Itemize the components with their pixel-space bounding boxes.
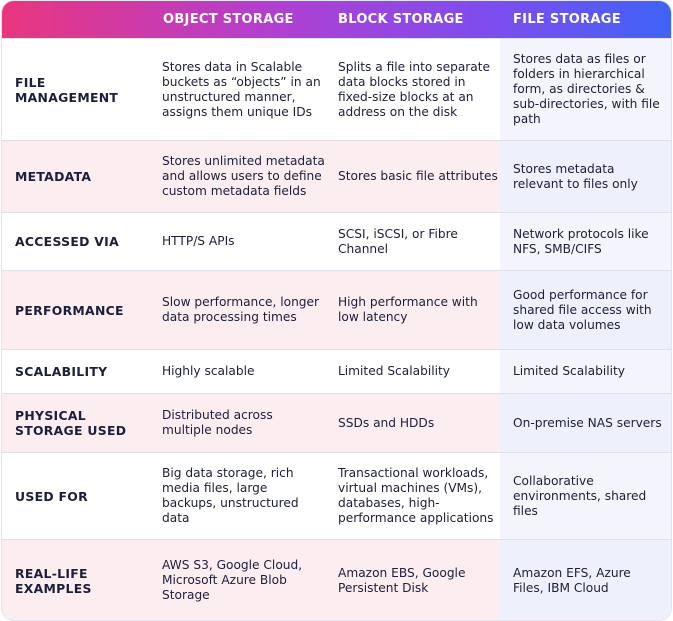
header-block-storage: BLOCK STORAGE xyxy=(338,12,464,27)
table-row: REAL-LIFE EXAMPLES AWS S3, Google Cloud,… xyxy=(2,539,671,620)
file-storage-cell: Stores metadata relevant to files only xyxy=(500,141,671,212)
block-storage-cell: Limited Scalability xyxy=(338,364,450,378)
row-label: ACCESSED VIA xyxy=(15,234,119,249)
file-storage-cell: Network protocols like NFS, SMB/CIFS xyxy=(500,213,671,270)
object-storage-cell: HTTP/S APIs xyxy=(162,234,235,248)
header-object-storage: OBJECT STORAGE xyxy=(163,12,294,27)
table-row: METADATA Stores unlimited metadata and a… xyxy=(2,140,671,212)
object-storage-cell: Stores unlimited metadata and allows use… xyxy=(149,141,325,212)
table-row: SCALABILITY Highly scalable Limited Scal… xyxy=(2,349,671,393)
file-storage-cell: Stores data as files or folders in hiera… xyxy=(500,39,671,140)
object-storage-cell: Stores data in Scalable buckets as “obje… xyxy=(162,59,321,119)
row-label: FILE MANAGEMENT xyxy=(15,74,119,105)
row-label: PHYSICAL STORAGE USED xyxy=(2,394,149,452)
row-label: METADATA xyxy=(2,141,149,212)
header-file-storage: FILE STORAGE xyxy=(513,12,621,27)
block-storage-cell: SSDs and HDDs xyxy=(325,394,500,452)
block-storage-cell: SCSI, iSCSI, or Fibre Channel xyxy=(338,226,458,256)
table-row: ACCESSED VIA HTTP/S APIs SCSI, iSCSI, or… xyxy=(2,212,671,270)
block-storage-cell: High performance with low latency xyxy=(325,271,500,349)
file-storage-cell: Amazon EFS, Azure Files, IBM Cloud xyxy=(500,540,671,620)
file-storage-cell: Collaborative environments, shared files xyxy=(500,453,671,539)
row-label: PERFORMANCE xyxy=(2,271,149,349)
file-storage-cell: On-premise NAS servers xyxy=(500,394,671,452)
block-storage-cell: Amazon EBS, Google Persistent Disk xyxy=(325,540,500,620)
row-label: SCALABILITY xyxy=(15,364,108,379)
table-row: PHYSICAL STORAGE USED Distributed across… xyxy=(2,393,671,452)
block-storage-cell: Stores basic file attributes xyxy=(325,141,500,212)
block-storage-cell: Splits a file into separate data blocks … xyxy=(338,59,491,119)
object-storage-cell: Slow performance, longer data processing… xyxy=(149,271,325,349)
object-storage-cell: Distributed across multiple nodes xyxy=(149,394,325,452)
table-row: FILE MANAGEMENT Stores data in Scalable … xyxy=(2,38,671,140)
object-storage-cell: Highly scalable xyxy=(162,364,255,378)
file-storage-cell: Good performance for shared file access … xyxy=(500,271,671,349)
object-storage-cell: AWS S3, Google Cloud, Microsoft Azure Bl… xyxy=(149,540,325,620)
table-row: USED FOR Big data storage, rich media fi… xyxy=(2,452,671,539)
row-label: USED FOR xyxy=(15,488,88,504)
row-label: REAL-LIFE EXAMPLES xyxy=(2,540,149,620)
block-storage-cell: Transactional workloads, virtual machine… xyxy=(338,466,494,525)
table-header: OBJECT STORAGE BLOCK STORAGE FILE STORAG… xyxy=(2,1,671,38)
object-storage-cell: Big data storage, rich media files, larg… xyxy=(162,466,299,525)
file-storage-cell: Limited Scalability xyxy=(500,350,671,393)
table-row: PERFORMANCE Slow performance, longer dat… xyxy=(2,270,671,349)
